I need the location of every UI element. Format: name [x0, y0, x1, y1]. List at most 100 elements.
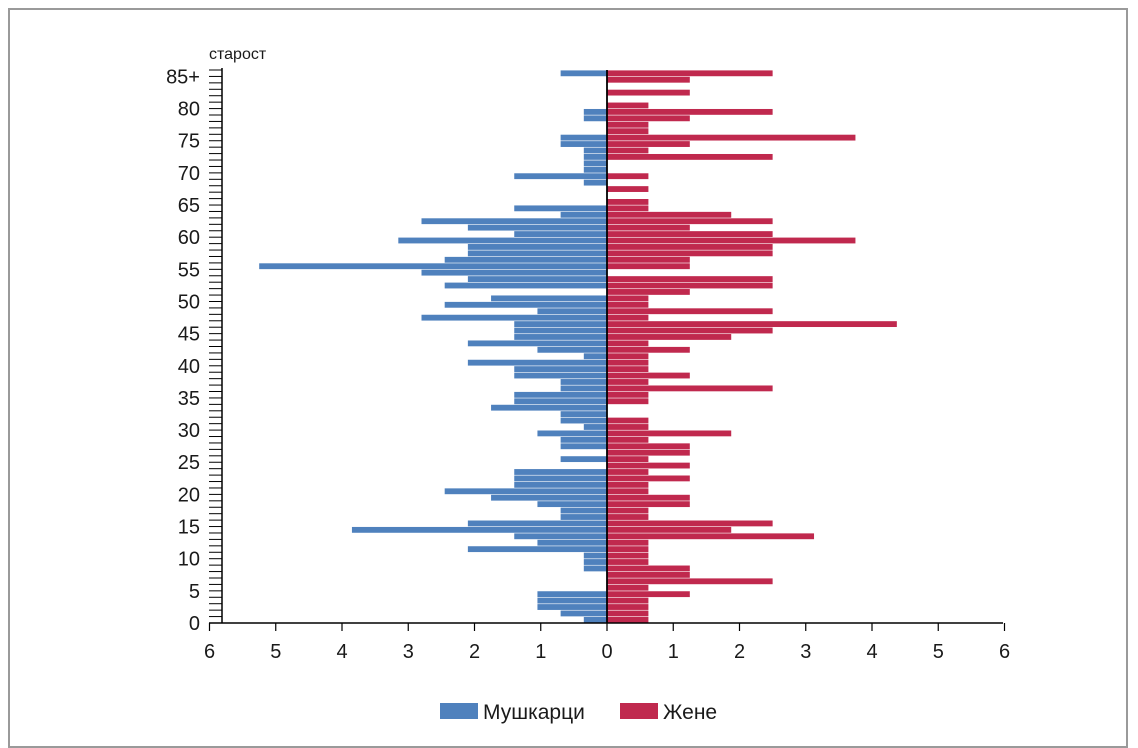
- bar-female: [607, 121, 649, 128]
- bar-male: [514, 327, 607, 334]
- bar-female: [607, 89, 690, 96]
- bar-female: [607, 102, 649, 109]
- bar-male: [537, 591, 607, 598]
- bar-male: [583, 108, 607, 115]
- bar-female: [607, 501, 690, 508]
- bar-female: [607, 327, 773, 334]
- legend-label-female: Жене: [663, 701, 717, 724]
- x-tick-label: 4: [336, 641, 347, 663]
- bar-female: [607, 359, 649, 366]
- bar-male: [259, 263, 607, 270]
- bar-female: [607, 443, 690, 450]
- bar-female: [607, 578, 773, 585]
- x-tick-label: 5: [933, 641, 944, 663]
- bar-male: [583, 559, 607, 565]
- bar-female: [607, 250, 773, 257]
- bar-female: [607, 514, 649, 520]
- bar-female: [607, 244, 773, 250]
- bar-male: [560, 379, 607, 385]
- bar-male: [537, 539, 607, 546]
- bar-male: [514, 205, 607, 212]
- y-tick-label: 15: [178, 517, 200, 539]
- bar-female: [607, 507, 649, 514]
- bar-male: [560, 514, 607, 520]
- bar-male: [583, 147, 607, 154]
- y-tick-label: 25: [178, 452, 200, 474]
- bar-male: [560, 417, 607, 424]
- bar-male: [514, 469, 607, 475]
- bar-male: [514, 321, 607, 328]
- y-tick-label: 45: [178, 324, 200, 346]
- y-tick-label: 65: [178, 195, 200, 217]
- bar-female: [607, 430, 732, 437]
- bar-male: [514, 391, 607, 398]
- y-tick-label: 20: [178, 484, 200, 506]
- bar-female: [607, 128, 649, 135]
- bar-male: [560, 134, 607, 141]
- y-tick-label: 50: [178, 291, 200, 313]
- bar-male: [560, 141, 607, 147]
- bar-female: [607, 552, 649, 559]
- bar-female: [607, 571, 690, 578]
- bar-male: [491, 404, 607, 411]
- bar-male: [514, 398, 607, 405]
- legend: Мушкарци Жене: [440, 701, 717, 724]
- bar-male: [351, 526, 607, 533]
- bar-female: [607, 372, 690, 379]
- bar-female: [607, 469, 649, 475]
- bar-male: [467, 250, 607, 257]
- bar-male: [583, 153, 607, 160]
- bar-male: [560, 211, 607, 218]
- legend-label-male: Мушкарци: [483, 701, 585, 724]
- y-axis-ticks: 0 5 10 15 20 25 30 35 40 45 50 55 60 65 70 75 80 85+: [166, 66, 222, 635]
- y-tick-label: 75: [178, 131, 200, 153]
- bar-male: [514, 533, 607, 540]
- bar-female: [607, 520, 773, 527]
- bar-female: [607, 584, 649, 591]
- bar-female: [607, 263, 690, 270]
- bar-male: [491, 295, 607, 302]
- bar-male: [583, 353, 607, 360]
- bar-male: [560, 385, 607, 392]
- bar-male: [537, 346, 607, 353]
- bar-female: [607, 366, 649, 373]
- bar-female: [607, 218, 773, 225]
- bar-male: [537, 604, 607, 610]
- bar-male: [560, 436, 607, 443]
- bar-female: [607, 597, 649, 604]
- bar-female: [607, 108, 773, 115]
- bar-male: [514, 231, 607, 237]
- bar-male: [421, 269, 607, 276]
- y-tick-label: 30: [178, 420, 200, 442]
- bar-female: [607, 211, 732, 218]
- bar-female: [607, 353, 649, 360]
- bar-female: [607, 301, 649, 308]
- bar-female: [607, 314, 649, 321]
- y-axis-label: старост: [209, 46, 267, 63]
- y-tick-label: 60: [178, 227, 200, 249]
- bar-female: [607, 565, 690, 572]
- legend-swatch-female: [620, 703, 658, 719]
- bar-female: [607, 340, 649, 347]
- bar-female: [607, 346, 690, 353]
- bar-male: [537, 597, 607, 604]
- bar-female: [607, 153, 773, 160]
- bar-male: [560, 456, 607, 463]
- bar-female: [607, 424, 649, 430]
- bar-male: [583, 565, 607, 572]
- bar-male: [421, 314, 607, 321]
- bar-female: [607, 591, 690, 598]
- bar-female: [607, 199, 649, 205]
- bar-male: [583, 115, 607, 122]
- bar-female: [607, 141, 690, 147]
- bar-female: [607, 76, 690, 83]
- y-tick-label: 70: [178, 163, 200, 185]
- x-tick-label: 2: [469, 641, 480, 663]
- bar-male: [467, 359, 607, 366]
- bar-female: [607, 616, 649, 623]
- bar-male: [583, 424, 607, 430]
- bar-female: [607, 546, 649, 553]
- x-tick-label: 6: [204, 641, 215, 663]
- bar-female: [607, 308, 773, 315]
